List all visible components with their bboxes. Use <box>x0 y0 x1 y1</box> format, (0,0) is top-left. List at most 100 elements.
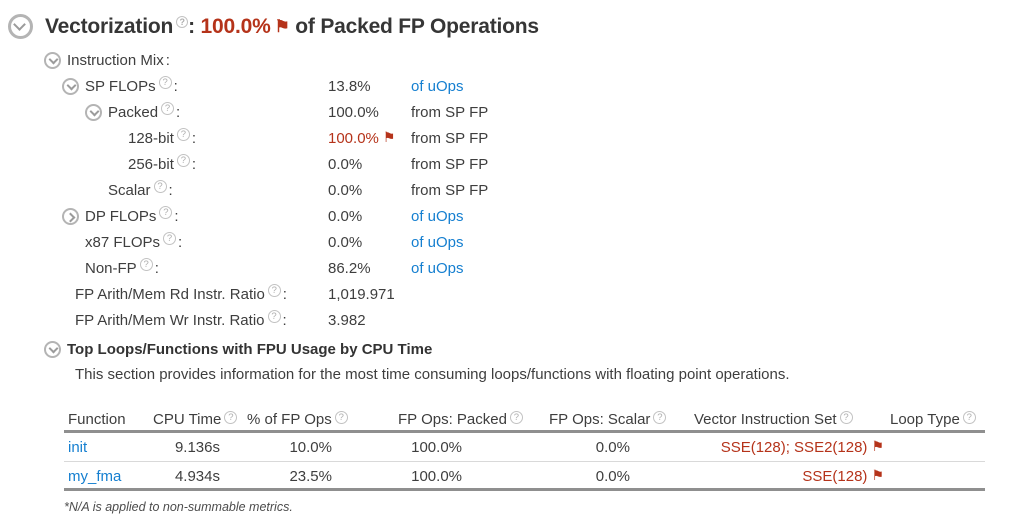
colon: : <box>173 77 178 95</box>
colon: : <box>174 207 179 225</box>
help-icon[interactable]: ? <box>153 179 167 193</box>
row-label: Packed <box>108 103 159 121</box>
help-icon[interactable]: ? <box>267 283 281 297</box>
help-icon[interactable]: ? <box>176 15 189 28</box>
row-unit: from SP FP <box>411 129 489 147</box>
fp-scalar-value: 0.0% <box>595 468 630 485</box>
help-icon[interactable]: ? <box>158 75 172 89</box>
row-label: Non-FP <box>85 259 137 277</box>
colon: : <box>282 311 287 329</box>
collapse-section-icon[interactable] <box>8 14 33 39</box>
cpu-time-value: 4.934s <box>174 468 220 485</box>
collapse-icon[interactable] <box>85 103 102 121</box>
colon: : <box>191 129 197 147</box>
row-value: 86.2% <box>328 259 371 277</box>
section-title: Top Loops/Functions with FPU Usage by CP… <box>67 340 433 358</box>
row-label: FP Arith/Mem Wr Instr. Ratio <box>75 311 265 329</box>
flag-icon: ⚑ <box>382 128 396 145</box>
colon: : <box>191 155 197 173</box>
row-value: 1,019.971 <box>328 285 395 303</box>
row-label: FP Arith/Mem Rd Instr. Ratio <box>75 285 265 303</box>
row-value: 13.8% <box>328 77 371 95</box>
colon: : <box>176 103 181 121</box>
expand-icon[interactable] <box>62 207 79 225</box>
row-label: 128-bit <box>128 129 174 147</box>
row-label: x87 FLOPs <box>85 233 161 251</box>
tree-row-256-bit: 256-bit?: 0.0% from SP FP <box>0 151 1013 177</box>
flag-icon: ⚑ <box>871 438 884 454</box>
fp-packed-value: 100.0% <box>411 439 462 456</box>
row-unit-link[interactable]: of uOps <box>411 207 464 225</box>
collapse-icon[interactable] <box>44 340 61 358</box>
top-loops-table: Function CPU Time? % of FP Ops? FP Ops: … <box>64 406 985 491</box>
tree-row-packed: Packed?: 100.0% from SP FP <box>0 99 1013 125</box>
colon: : <box>178 233 183 251</box>
row-label: DP FLOPs <box>85 207 157 225</box>
row-unit: from SP FP <box>411 181 489 199</box>
colon: : <box>282 285 287 303</box>
help-icon[interactable]: ? <box>161 101 175 115</box>
row-label: Scalar <box>108 181 151 199</box>
help-icon[interactable]: ? <box>509 411 523 424</box>
collapse-icon[interactable] <box>44 51 61 69</box>
col-header-cpu-time: CPU Time? <box>153 406 238 433</box>
help-icon[interactable]: ? <box>176 153 190 167</box>
fp-packed-value: 100.0% <box>411 468 462 485</box>
help-icon[interactable]: ? <box>839 411 853 424</box>
row-unit-link[interactable]: of uOps <box>411 233 464 251</box>
section-header-top-loops: Top Loops/Functions with FPU Usage by CP… <box>0 335 1013 363</box>
col-header-pct-fp-ops: % of FP Ops? <box>247 406 348 433</box>
help-icon[interactable]: ? <box>139 257 153 271</box>
row-label: Instruction Mix <box>67 51 164 69</box>
page-title: Vectorization?: 100.0% ⚑ of Packed FP Ope… <box>45 15 539 39</box>
function-link[interactable]: my_fma <box>68 468 122 485</box>
col-header-vector-instruction-set: Vector Instruction Set? <box>694 406 853 433</box>
tree-row-x87-flops: x87 FLOPs?: 0.0% of uOps <box>0 229 1013 255</box>
help-icon[interactable]: ? <box>962 411 976 424</box>
tree-row-scalar: Scalar?: 0.0% from SP FP <box>0 177 1013 203</box>
collapse-icon[interactable] <box>62 77 79 95</box>
tree-row-instruction-mix: Instruction Mix: <box>0 47 1013 73</box>
row-label: 256-bit <box>128 155 174 173</box>
row-unit: from SP FP <box>411 103 489 121</box>
colon: : <box>154 259 159 277</box>
help-icon[interactable]: ? <box>267 309 281 323</box>
table-row: init 9.136s 10.0% 100.0% 0.0% SSE(128); … <box>64 433 985 462</box>
help-icon[interactable]: ? <box>334 411 348 424</box>
help-icon[interactable]: ? <box>176 127 190 141</box>
table-row: my_fma 4.934s 23.5% 100.0% 0.0% SSE(128)… <box>64 462 985 491</box>
col-header-fp-ops-packed: FP Ops: Packed? <box>398 406 523 433</box>
fp-scalar-value: 0.0% <box>595 439 630 456</box>
row-value: 0.0% <box>328 233 363 251</box>
row-value: 0.0% <box>328 207 363 225</box>
row-unit-link[interactable]: of uOps <box>411 77 464 95</box>
tree-row-128-bit: 128-bit?: 100.0% ⚑ from SP FP <box>0 125 1013 151</box>
flag-icon: ⚑ <box>274 16 290 36</box>
colon: : <box>168 181 173 199</box>
help-icon[interactable]: ? <box>653 411 667 424</box>
row-unit-link[interactable]: of uOps <box>411 259 464 277</box>
help-icon[interactable]: ? <box>159 205 173 219</box>
help-icon[interactable]: ? <box>224 411 238 424</box>
col-header-fp-ops-scalar: FP Ops: Scalar? <box>549 406 667 433</box>
row-label: SP FLOPs <box>85 77 156 95</box>
col-header-loop-type: Loop Type? <box>890 406 976 433</box>
tree-row-fp-mem-rd-ratio: FP Arith/Mem Rd Instr. Ratio?: 1,019.971 <box>0 281 1013 307</box>
title-suffix: of Packed FP Operations <box>295 14 539 38</box>
tree-row-fp-mem-wr-ratio: FP Arith/Mem Wr Instr. Ratio?: 3.982 <box>0 307 1013 333</box>
vector-isa-value: SSE(128) ⚑ <box>802 467 884 485</box>
colon: : <box>188 14 195 38</box>
section-header-vectorization: Vectorization?: 100.0% ⚑ of Packed FP Ope… <box>0 0 1013 42</box>
pct-fp-ops-value: 10.0% <box>289 439 332 456</box>
table-footnote: *N/A is applied to non-summable metrics. <box>64 500 293 514</box>
row-value: 3.982 <box>328 311 366 329</box>
row-value: 0.0% <box>328 181 363 199</box>
row-unit: from SP FP <box>411 155 489 173</box>
help-icon[interactable]: ? <box>163 231 177 245</box>
pct-fp-ops-value: 23.5% <box>289 468 332 485</box>
tree-row-sp-flops: SP FLOPs?: 13.8% of uOps <box>0 73 1013 99</box>
function-link[interactable]: init <box>68 439 88 456</box>
vector-isa-value: SSE(128); SSE2(128) ⚑ <box>720 438 884 456</box>
flag-icon: ⚑ <box>871 467 884 483</box>
